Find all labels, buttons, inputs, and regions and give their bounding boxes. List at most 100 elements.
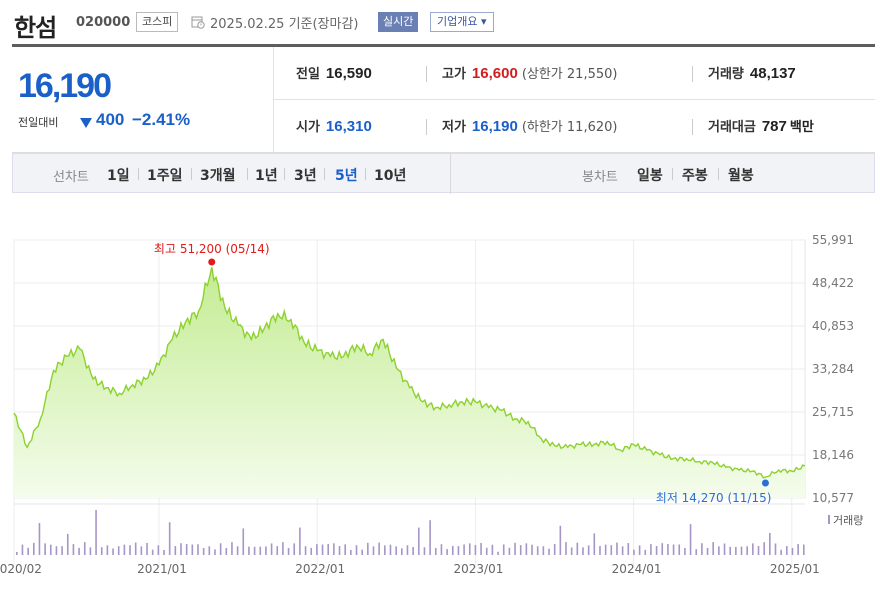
volume-bar (497, 551, 499, 555)
data-point (725, 466, 727, 468)
volume-bar (610, 545, 613, 555)
header-divider (12, 44, 875, 47)
volume-bar (570, 547, 573, 555)
data-point (342, 355, 344, 357)
y-tick-label: 40,853 (812, 319, 854, 333)
volume-bar (604, 544, 607, 555)
data-point (791, 470, 793, 472)
tab-weekly-candle[interactable]: 주봉 (682, 168, 708, 184)
volume-bar (66, 533, 69, 555)
data-point (527, 421, 529, 423)
data-point (619, 449, 621, 451)
volume-bar (565, 542, 567, 555)
market-badge: 코스피 (136, 12, 179, 32)
tab-1w[interactable]: 1주일 (147, 168, 183, 184)
volume-bar (587, 545, 590, 555)
data-point (39, 418, 41, 420)
tab-1d[interactable]: 1일 (107, 168, 130, 184)
volume-bar (752, 543, 754, 555)
volume-bar (242, 528, 245, 555)
volume-bar (89, 547, 92, 555)
volume-bar (231, 542, 233, 555)
realtime-button[interactable]: 실시간 (378, 12, 419, 32)
data-point (303, 341, 305, 343)
volume-bar (361, 549, 363, 555)
price-chart[interactable]: 55,991 48,422 40,853 33,284 25,715 18,146 10,5… (0, 228, 875, 585)
x-tick-label: 2020/02 (0, 562, 42, 576)
volume-bar (474, 544, 477, 555)
volume-bar (417, 527, 420, 555)
volume-bar (225, 547, 228, 555)
tab-1y[interactable]: 1년 (255, 168, 278, 184)
volume-bar (582, 547, 584, 555)
volume-bar (763, 542, 765, 555)
volume-bar (151, 549, 154, 555)
volume-bar (117, 546, 120, 555)
volume-bar (553, 544, 556, 555)
data-point (369, 352, 371, 354)
volume-bar (395, 546, 397, 555)
volume-bar (621, 546, 624, 555)
volume-bar (633, 549, 635, 555)
tab-daily-candle[interactable]: 일봉 (637, 168, 663, 184)
data-point (276, 313, 278, 315)
volume-bar (729, 546, 731, 555)
data-point (211, 266, 213, 268)
volume-bar (214, 549, 216, 555)
tab-monthly-candle[interactable]: 월봉 (728, 168, 754, 184)
volume-bar (78, 547, 80, 555)
volume-bar (197, 544, 199, 555)
data-point (197, 310, 199, 312)
data-point (712, 461, 714, 463)
data-point (514, 418, 516, 420)
volume-bar (689, 524, 692, 555)
current-price: 16,190 (18, 67, 112, 105)
volume-bar (735, 546, 737, 555)
volume-bar (718, 546, 720, 555)
volume-bar (100, 547, 103, 555)
volume-bar (712, 542, 715, 555)
volume-legend-swatch (828, 515, 830, 524)
volume-bar (463, 544, 465, 555)
change-percent: −2.41% (132, 110, 191, 129)
high-price: 고가 16,600 (상한가 21,550) (442, 65, 618, 82)
data-point (567, 446, 569, 448)
tab-5y[interactable]: 5년 (335, 168, 358, 184)
data-point (79, 348, 81, 350)
volume-bar (786, 546, 788, 555)
data-point (501, 409, 503, 411)
volume-bar (559, 525, 562, 555)
data-point (263, 327, 265, 329)
stock-name: 한섬 (14, 14, 57, 42)
x-tick-label: 2021/01 (137, 562, 187, 576)
x-tick-label: 2023/01 (453, 562, 503, 576)
y-tick-label: 10,577 (812, 491, 854, 505)
data-point (698, 460, 700, 462)
calendar-icon (191, 16, 205, 29)
volume-bar (774, 543, 777, 555)
volume-bar (83, 542, 86, 555)
volume-legend: 거래량 (833, 514, 863, 527)
company-info-dropdown[interactable]: 기업개요 ▾ (430, 12, 494, 32)
volume-bar (746, 546, 748, 555)
data-point (659, 453, 661, 455)
volume-bar (174, 546, 177, 555)
volume-bar (576, 542, 579, 555)
data-point (105, 386, 107, 388)
volume-bar (310, 547, 313, 555)
tab-3m[interactable]: 3개월 (200, 168, 236, 184)
tab-3y[interactable]: 3년 (294, 168, 317, 184)
data-point (92, 378, 94, 380)
max-point-marker (208, 258, 216, 266)
volume-bar (723, 543, 726, 555)
volume-bar (378, 542, 380, 555)
volume-bar (446, 549, 448, 555)
data-point (118, 392, 120, 394)
volume-bar (655, 546, 658, 555)
price-box: 16,190 전일대비 400 −2.41% (12, 47, 274, 152)
y-tick-label: 48,422 (812, 276, 854, 290)
data-point (672, 457, 674, 459)
data-point (646, 449, 648, 451)
volume-bar (21, 544, 24, 555)
tab-10y[interactable]: 10년 (374, 168, 407, 184)
